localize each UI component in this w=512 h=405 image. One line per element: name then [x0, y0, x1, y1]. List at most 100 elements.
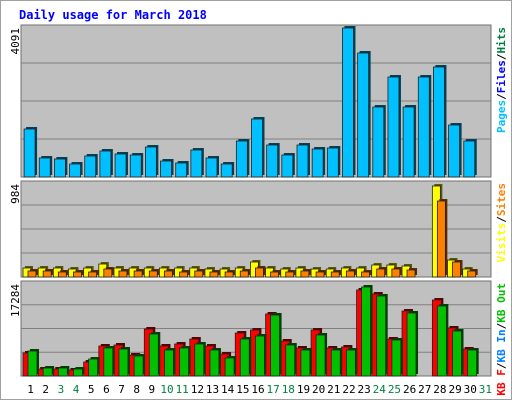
bar-pages-day-1: [23, 128, 36, 178]
bar-sites-day-20: [315, 271, 325, 278]
x-tick-label-day-9: 9: [149, 383, 156, 396]
bar-sites-day-21: [330, 271, 340, 278]
bar-kb-out-day-11: [179, 347, 190, 377]
x-tick-label-day-1: 1: [27, 383, 34, 396]
x-tick-label-day-21: 21: [327, 383, 340, 396]
legend-entry: Files: [495, 60, 508, 93]
bar-sites-day-3: [57, 271, 67, 278]
x-tick-label-day-14: 14: [221, 383, 235, 396]
x-tick-label-day-18: 18: [282, 383, 295, 396]
x-tick-label-day-28: 28: [433, 383, 446, 396]
bar-kb-out-day-18: [285, 344, 296, 377]
bar-sites-day-4: [73, 271, 82, 278]
bar-pages-day-25: [387, 76, 400, 178]
x-tick-label-day-26: 26: [403, 383, 416, 396]
x-tick-label-day-13: 13: [206, 383, 219, 396]
bar-pages-day-11: [175, 162, 188, 178]
bar-pages-day-28: [433, 66, 445, 178]
bar-kb-out-day-2: [42, 367, 53, 377]
bar-kb-out-day-8: [133, 355, 144, 377]
bar-pages-day-30: [463, 140, 476, 178]
legend-entry: Hits: [495, 27, 508, 54]
x-tick-label-day-5: 5: [88, 383, 95, 396]
bar-sites-day-7: [118, 270, 128, 278]
x-tick-label-day-2: 2: [42, 383, 49, 396]
x-tick-label-day-30: 30: [464, 383, 477, 396]
x-tick-label-day-16: 16: [251, 383, 264, 396]
bar-pages-day-3: [54, 158, 66, 178]
bar-sites-day-22: [345, 270, 355, 278]
bar-sites-day-1: [27, 270, 37, 278]
x-tick-label-day-23: 23: [358, 383, 371, 396]
bar-pages-day-21: [326, 147, 339, 178]
bar-pages-day-18: [281, 154, 294, 178]
bar-kb-out-day-13: [209, 349, 220, 377]
bar-sites-day-19: [300, 270, 310, 278]
x-tick-label-day-6: 6: [103, 383, 110, 396]
bar-sites-day-8: [133, 270, 143, 278]
legend-entry: KB In: [495, 329, 508, 362]
bar-sites-day-26: [406, 269, 416, 278]
bar-kb-out-day-10: [164, 349, 174, 377]
x-tick-label-day-10: 10: [160, 383, 173, 396]
bar-sites-day-11: [179, 271, 189, 278]
bar-kb-out-day-16: [255, 335, 265, 377]
bar-pages-day-24: [372, 106, 385, 178]
bar-sites-day-12: [194, 270, 204, 278]
x-tick-label-day-15: 15: [236, 383, 249, 396]
bar-pages-day-23: [357, 52, 370, 178]
bar-pages-day-7: [114, 153, 127, 178]
bar-kb-out-day-21: [330, 349, 341, 377]
bar-pages-day-29: [448, 124, 460, 178]
x-tick-label-day-8: 8: [133, 383, 140, 396]
bar-pages-day-6: [99, 150, 112, 178]
legend-entry: KB Out: [495, 283, 508, 323]
bar-kb-out-day-6: [103, 347, 114, 377]
bar-pages-day-8: [129, 154, 142, 178]
bar-pages-day-10: [160, 160, 172, 178]
x-tick-label-day-20: 20: [312, 383, 325, 396]
bar-sites-day-29: [452, 261, 461, 278]
bar-sites-day-14: [224, 271, 234, 278]
bar-kb-out-day-17: [270, 314, 280, 377]
x-tick-label-day-4: 4: [73, 383, 80, 396]
bar-sites-day-5: [88, 271, 98, 278]
x-tick-label-day-25: 25: [388, 383, 401, 396]
bar-kb-out-day-19: [300, 349, 311, 377]
bar-kb-out-day-4: [73, 368, 83, 377]
x-tick-label-day-19: 19: [297, 383, 310, 396]
x-tick-label-day-17: 17: [267, 383, 280, 396]
bar-sites-day-2: [42, 270, 52, 278]
bar-pages-day-22: [342, 27, 354, 178]
bar-pages-day-15: [235, 140, 248, 178]
bar-kb-out-day-25: [391, 339, 402, 377]
bar-kb-out-day-14: [224, 357, 235, 377]
x-tick-label-day-7: 7: [118, 383, 125, 396]
bar-pages-day-4: [69, 163, 81, 178]
x-tick-label-day-3: 3: [58, 383, 65, 396]
bar-kb-out-day-29: [452, 330, 462, 377]
bar-kb-out-day-20: [315, 334, 326, 377]
bar-kb-out-day-23: [361, 286, 371, 377]
legend-entry: Sites: [495, 183, 508, 216]
x-axis-day-labels: 1 2 3 4 5 6 7 8 9 10 11 12 13 14 15 16 17 18 19 20 21 22 23 24 2…: [27, 383, 492, 396]
chart-panels: 4091Pages/Files/Hits984Visits/Sites17284…: [9, 24, 508, 396]
bar-kb-out-day-26: [406, 312, 417, 377]
bar-kb-out-day-5: [88, 358, 99, 377]
bar-sites-day-18: [285, 271, 295, 278]
bar-pages-day-2: [38, 157, 51, 178]
bar-kb-out-day-9: [148, 333, 159, 377]
bar-pages-day-26: [402, 106, 415, 178]
legend-separator: /: [495, 216, 508, 223]
bar-kb-out-day-24: [376, 295, 387, 377]
bar-sites-day-17: [270, 271, 279, 278]
bar-kb-out-day-1: [27, 350, 38, 377]
x-tick-label-day-22: 22: [342, 383, 355, 396]
legend-separator: /: [495, 362, 508, 369]
bar-kb-out-day-30: [467, 349, 478, 377]
bar-kb-out-day-12: [194, 343, 205, 377]
bar-pages-day-27: [417, 76, 430, 178]
